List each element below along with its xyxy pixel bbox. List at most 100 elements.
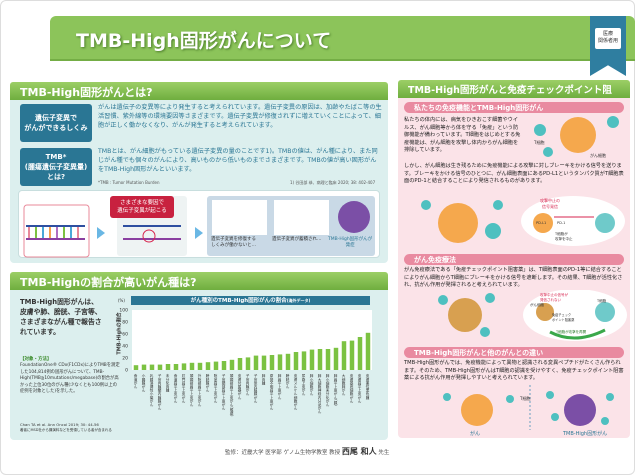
method-title: 【対象・方法】 bbox=[20, 357, 52, 362]
section-header-ratio: TMB-Highの割合が高いがん種は? bbox=[10, 272, 388, 290]
bar bbox=[357, 337, 363, 370]
bar bbox=[333, 347, 339, 370]
x-tick-label: 肺小細胞未分化がん bbox=[325, 373, 330, 406]
step1-caption: 遺伝子変異を修復する しくみが働かないと… bbox=[211, 237, 257, 248]
tmb-text: TMBとは、がん細胞がもっている遺伝子変異の量のことです1)。TMBの値は、がん… bbox=[98, 148, 378, 173]
x-tick-label: 未分化肉腫 bbox=[165, 373, 170, 392]
resume-label: T細胞が攻撃を再開 bbox=[556, 330, 587, 334]
bar bbox=[229, 359, 235, 370]
pd1-brake-illustration bbox=[421, 196, 625, 246]
x-tick-label: 大細胞肺がん bbox=[341, 373, 346, 395]
x-tick-label: 乳腺浸潤性小葉がん bbox=[149, 373, 154, 406]
tmb-high-caption: TMB-High固形がん bbox=[563, 431, 608, 437]
x-tick-label: 肺扁平上皮がん bbox=[277, 373, 282, 399]
x-tick-label: 肺肉腫 bbox=[261, 373, 266, 385]
bar bbox=[365, 332, 371, 370]
difference-text: TMB-High固形がんでは、免疫機能によって異物と認識される変異ペプチドがたく… bbox=[404, 360, 624, 381]
dna-diagram bbox=[23, 196, 375, 258]
label-mechanism: 遺伝子変異で がんができるしくみ bbox=[20, 104, 92, 142]
pdl1-label: PD-L1 bbox=[536, 221, 547, 225]
cancer-label-2: がん細胞 bbox=[530, 303, 544, 307]
citation: Chan TA et al. Ann Oncol 2019; 30: 44-56 bbox=[20, 422, 99, 427]
x-tick-label: 肛門扁平上皮がん bbox=[181, 373, 186, 403]
bar bbox=[349, 340, 355, 370]
bar bbox=[325, 349, 331, 370]
supervisor-suffix: 先生 bbox=[378, 450, 390, 456]
checkpoint-inhibitor-illustration bbox=[438, 290, 627, 341]
x-tick-label: 膀胱腺がん bbox=[205, 373, 210, 392]
method-text: FoundationOne® CDx(F1CDx)によりTMBを測定した104,… bbox=[20, 363, 120, 394]
mutation-callout: さまざまな要因で 遺伝子変異が起こる bbox=[110, 196, 174, 218]
x-tick-label: 陰茎扁平上皮がん bbox=[213, 373, 218, 403]
y-tick-label: 100 bbox=[119, 308, 128, 314]
bar bbox=[293, 352, 299, 370]
x-tick-label: 膀胱がん bbox=[285, 373, 290, 388]
mechanism-text: がんは遺伝子の変異等により発生すると考えられています。遺伝子変異の原因は、加齢や… bbox=[98, 104, 382, 129]
bar bbox=[285, 353, 291, 370]
bar bbox=[181, 363, 187, 370]
subheader-immune: 私たちの免疫機能とTMB-High固形がん bbox=[404, 102, 624, 113]
x-tick-label: 頭頸部扁平上皮がん bbox=[189, 373, 194, 406]
bar bbox=[277, 354, 283, 370]
y-tick-label: 20 bbox=[122, 356, 128, 362]
y-tick-label: 80 bbox=[122, 320, 128, 326]
x-tick-label: 皮膚メルケル細胞がん bbox=[293, 373, 298, 410]
signal-label: 攻撃中止の 信号発信 bbox=[540, 198, 560, 209]
subheader-immunotherapy: がん免疫療法 bbox=[404, 254, 624, 265]
citation-note: 著者にMSD社から講演料などを受領している者が含まれる bbox=[20, 428, 112, 432]
cancer-label-1: がん細胞 bbox=[590, 153, 606, 158]
medical-professional-badge: 医療 関係者用 bbox=[595, 28, 621, 49]
bar bbox=[253, 355, 259, 370]
chart-title-text: がん種別のTMB-High固形がんの割合 bbox=[190, 298, 287, 304]
y-tick-label: 40 bbox=[122, 344, 128, 350]
x-tick-label: 食道扁平上皮がん bbox=[173, 373, 178, 403]
drug-label: 免疫チェック ポイント阻害薬 bbox=[552, 313, 575, 322]
tcell-attack-illustration bbox=[534, 116, 619, 157]
bar bbox=[149, 364, 155, 370]
section-header-immuno: TMB-High固形がんと免疫チェックポイント阻害薬 bbox=[398, 80, 630, 110]
tcell-label-2: T細胞 bbox=[597, 299, 607, 303]
y-tick-label: 60 bbox=[122, 332, 128, 338]
chart-subtitle: (海外データ) bbox=[286, 298, 311, 303]
x-tick-label: 食道がん bbox=[133, 373, 138, 388]
stop-label: T細胞が 攻撃を中止 bbox=[555, 232, 573, 241]
supervisor-affiliation: 監修：近畿大学 医学部 ゲノム生物学教室 教授 bbox=[225, 450, 341, 456]
reference-1: 1) 谷田部 恭、病理と臨床 2020; 38: 402-407 bbox=[290, 180, 376, 185]
bar bbox=[317, 349, 323, 370]
pd1-label: PD-1 bbox=[557, 221, 566, 225]
x-tick-label: 皮膚扁平上皮がん bbox=[357, 373, 362, 403]
step2-caption: 遺伝子変異が蓄積され… bbox=[272, 237, 322, 242]
x-tick-label: 小腸腺がん bbox=[141, 373, 146, 392]
x-tick-label: 皮膚悪性黒色腫 bbox=[365, 373, 370, 400]
chart-title: がん種別のTMB-High固形がんの割合(海外データ) bbox=[131, 296, 370, 305]
y-tick-label: 0 bbox=[125, 368, 128, 374]
bar bbox=[309, 349, 315, 370]
bar bbox=[173, 364, 179, 370]
cancer-caption: がん bbox=[470, 431, 481, 437]
blocked-label: 攻撃中止の信号が 発信されない bbox=[540, 293, 568, 302]
bar bbox=[237, 358, 243, 370]
step3-caption: TMB-High固形がんが 発症 bbox=[328, 237, 373, 248]
x-tick-label: 尿路上皮がん bbox=[301, 374, 306, 396]
tmb-footnote: *TMB : Tumor Mutation Burden bbox=[98, 180, 160, 185]
y-unit: (%) bbox=[118, 298, 125, 303]
label-tmb: TMB* (腫瘍遺伝子変異量) とは? bbox=[20, 148, 92, 186]
ratio-lead: TMB-High固形がんは、皮膚や肺、膀胱、子宮等、さまざまながん種で報告されて… bbox=[20, 298, 102, 336]
bar bbox=[165, 364, 171, 370]
x-tick-label: 子宮内膜類内膜腺がん bbox=[157, 373, 162, 410]
x-tick-label: 子宮頸部扁平上皮がん bbox=[221, 373, 226, 410]
immune-text-1: 私たちの体内には、病気をひきおこす細菌やウイルス、がん細胞等から体を守る「免疫」… bbox=[404, 117, 521, 153]
subheader-difference: TMB-High固形がんと他のがんとの違い bbox=[404, 347, 624, 358]
x-tick-label: 頭頸部扁平上皮がん(喉頭) bbox=[229, 373, 234, 417]
bar bbox=[189, 362, 195, 370]
bar bbox=[213, 361, 219, 370]
bar bbox=[133, 365, 139, 370]
bar bbox=[197, 362, 203, 370]
section-header-what-is: TMB-High固形がんとは? bbox=[10, 82, 388, 100]
x-tick-label: 皮膚基底細胞がん bbox=[349, 373, 354, 403]
bar bbox=[245, 357, 251, 370]
tcell-label-3: T細胞 bbox=[520, 396, 531, 401]
bar bbox=[341, 341, 347, 370]
supervisor-name: 西尾 和人 bbox=[341, 447, 377, 456]
bar bbox=[261, 355, 267, 370]
